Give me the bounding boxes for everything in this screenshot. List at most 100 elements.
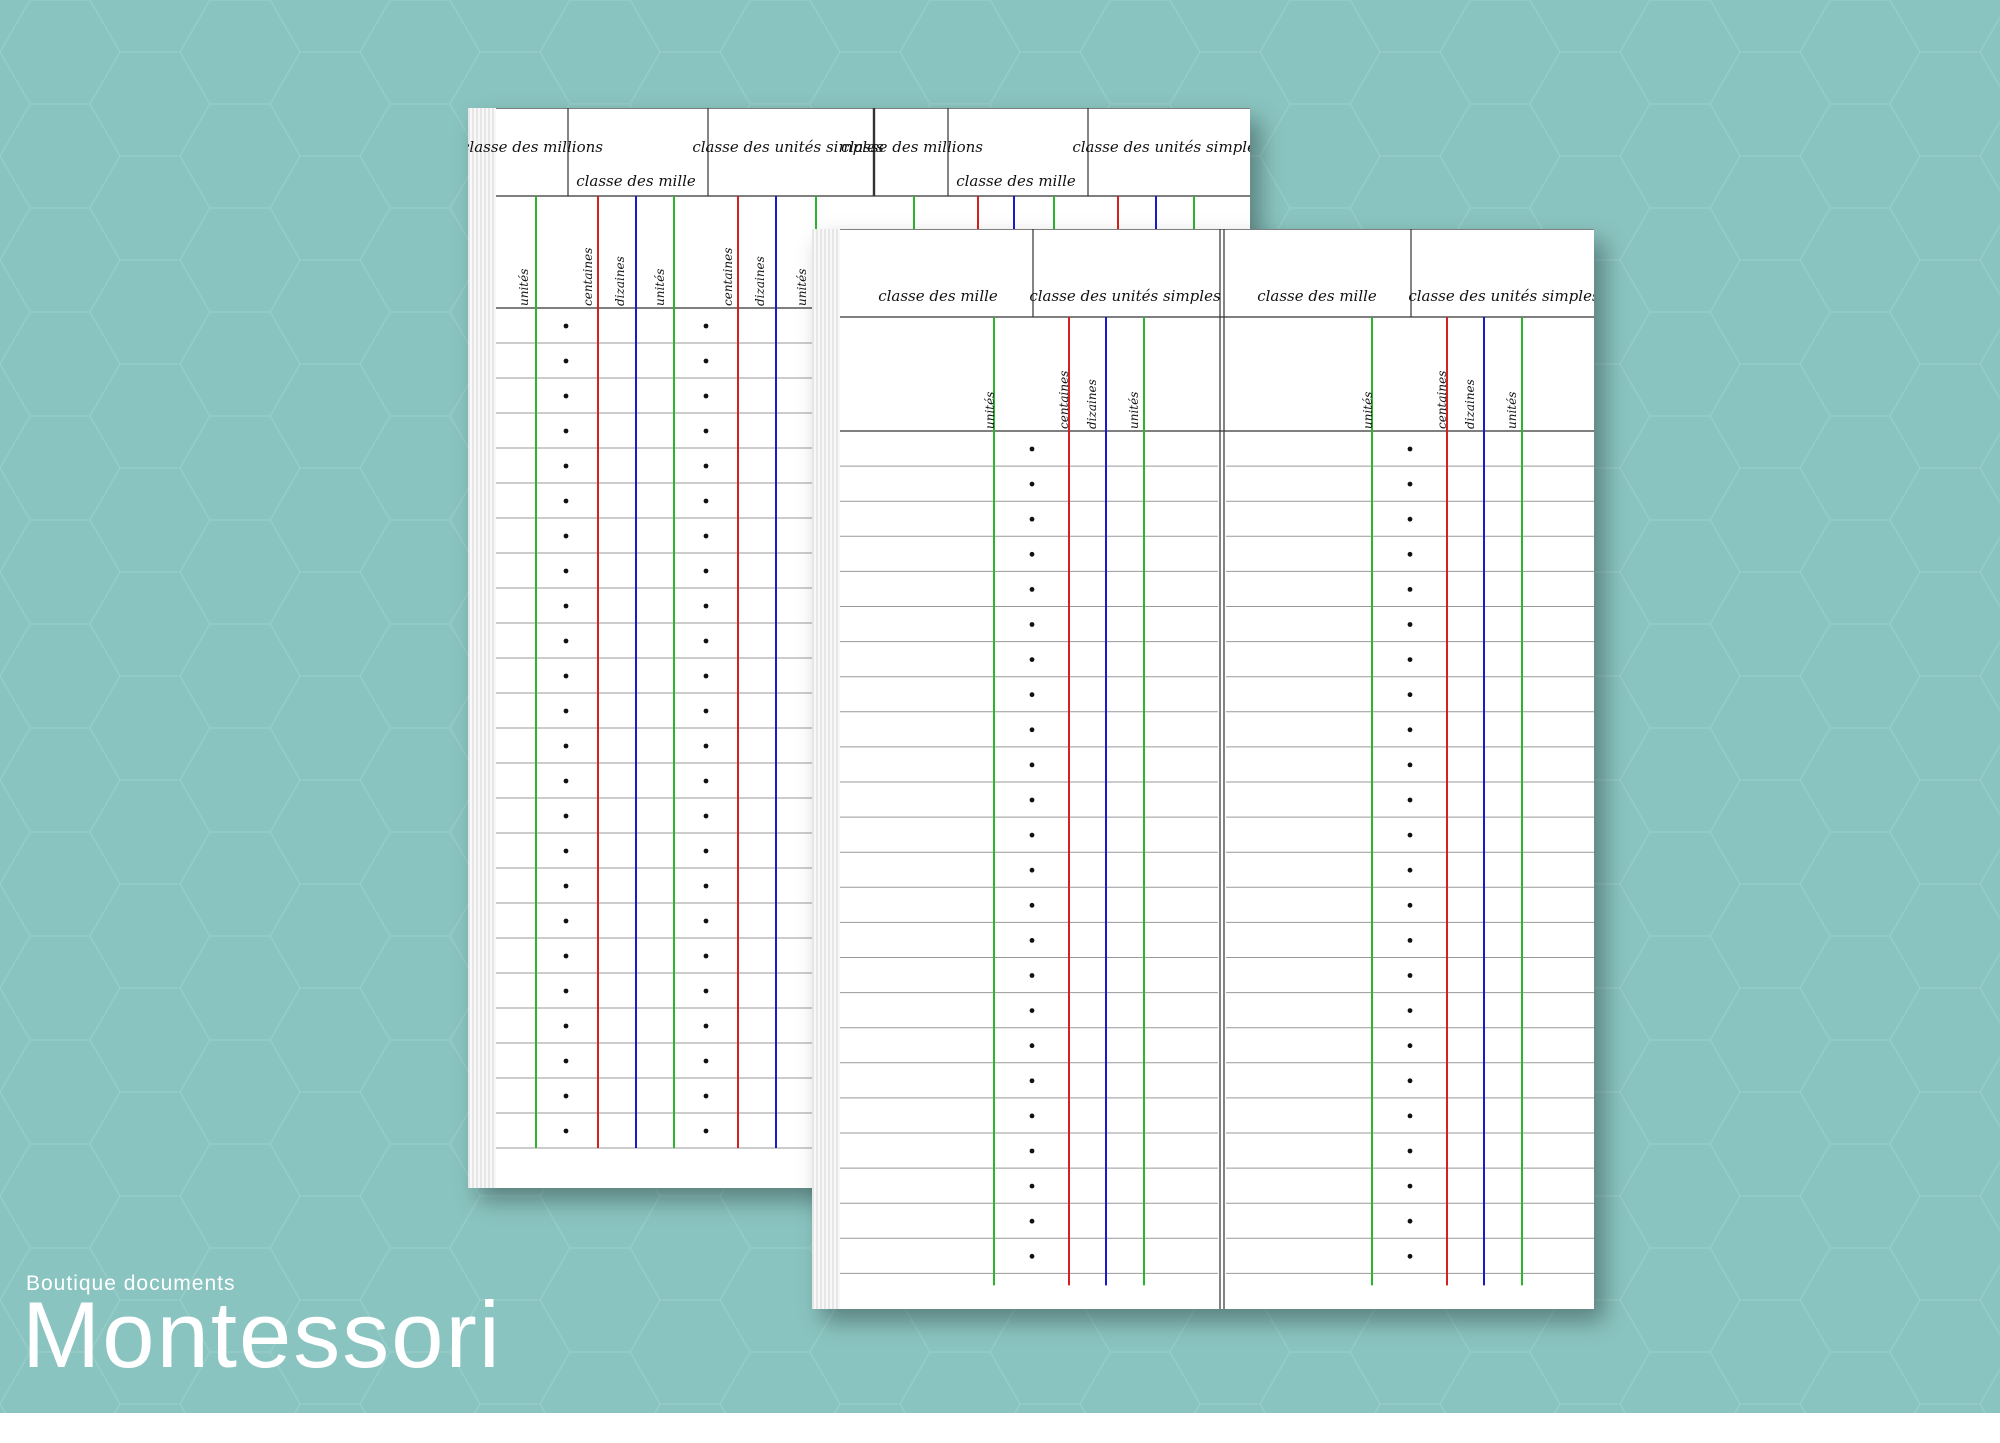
separator-dot — [563, 743, 569, 749]
separator-dot — [703, 813, 709, 819]
front-worksheet: classe des mille classe des unités simpl… — [812, 229, 1594, 1309]
separator-dot — [1407, 692, 1413, 698]
separator-dot — [1407, 973, 1413, 978]
separator-dot — [703, 708, 709, 714]
separator-dot — [1407, 481, 1413, 487]
separator-dot — [1029, 973, 1035, 978]
separator-dot — [1407, 1078, 1413, 1084]
front-column-label: dizaines — [1085, 379, 1099, 429]
front-column-label: unités — [983, 392, 997, 429]
separator-dot — [1407, 1218, 1413, 1224]
separator-dot — [703, 988, 709, 994]
separator-dot — [563, 953, 569, 959]
separator-dot — [703, 883, 709, 889]
front-worksheet-grid: classe des mille classe des unités simpl… — [840, 229, 1594, 1309]
separator-dot — [1029, 551, 1035, 557]
separator-dot — [703, 498, 709, 504]
separator-dot — [1407, 516, 1413, 522]
separator-dot — [1029, 692, 1035, 698]
separator-dot — [1407, 762, 1413, 768]
separator-dot — [1407, 657, 1413, 662]
front-group-title: classe des unités simples — [1029, 287, 1221, 305]
separator-dot — [1029, 1253, 1035, 1259]
separator-dot — [1029, 902, 1035, 908]
separator-dot — [703, 778, 709, 784]
separator-dot — [563, 883, 569, 889]
separator-dot — [563, 778, 569, 784]
separator-dot — [1407, 902, 1413, 908]
separator-dot — [703, 1128, 709, 1134]
separator-dot — [563, 638, 569, 644]
front-column-label: unités — [1127, 392, 1141, 429]
separator-dot — [1029, 797, 1035, 803]
back-column-label: unités — [653, 269, 667, 306]
logo-name: Montessori — [22, 1282, 502, 1387]
separator-dot — [1029, 1148, 1035, 1154]
separator-dot — [563, 1023, 569, 1029]
separator-dot — [703, 358, 709, 364]
separator-dot — [563, 428, 569, 434]
back-group-title: classe des unités simples — [1072, 138, 1250, 156]
separator-dot — [1407, 551, 1413, 557]
back-group-title: classe des unités simples — [692, 138, 884, 156]
separator-dot — [1407, 797, 1413, 803]
separator-dot — [1029, 867, 1035, 873]
front-column-label: dizaines — [1463, 379, 1477, 429]
separator-dot — [563, 673, 569, 679]
separator-dot — [703, 918, 709, 924]
back-column-label: unités — [517, 269, 531, 306]
separator-dot — [1407, 938, 1413, 943]
separator-dot — [563, 498, 569, 504]
separator-dot — [563, 708, 569, 714]
separator-dot — [1407, 1008, 1413, 1013]
separator-dot — [703, 463, 709, 469]
separator-dot — [703, 638, 709, 644]
separator-dot — [1029, 516, 1035, 522]
separator-dot — [1407, 1183, 1413, 1189]
separator-dot — [563, 848, 569, 854]
separator-dot — [703, 848, 709, 854]
separator-dot — [1029, 446, 1035, 452]
separator-dot — [1407, 867, 1413, 873]
front-group-title: classe des mille — [878, 287, 998, 305]
bottom-margin — [0, 1413, 2000, 1443]
separator-dot — [1407, 832, 1413, 838]
front-column-label: centaines — [1057, 371, 1071, 429]
separator-dot — [563, 533, 569, 539]
back-column-label: unités — [795, 269, 809, 306]
front-group-title: classe des mille — [1257, 287, 1377, 305]
separator-dot — [703, 393, 709, 399]
separator-dot — [1029, 587, 1035, 592]
separator-dot — [1407, 587, 1413, 592]
separator-dot — [703, 1058, 709, 1064]
separator-dot — [703, 533, 709, 539]
separator-dot — [703, 603, 709, 609]
separator-dot — [1407, 446, 1413, 452]
separator-dot — [1029, 1183, 1035, 1189]
separator-dot — [703, 953, 709, 959]
separator-dot — [563, 1058, 569, 1064]
back-column-label: centaines — [721, 248, 735, 306]
front-column-label: unités — [1361, 392, 1375, 429]
separator-dot — [703, 1093, 709, 1099]
separator-dot — [563, 393, 569, 399]
separator-dot — [1029, 1113, 1035, 1119]
front-column-label: unités — [1505, 392, 1519, 429]
separator-dot — [1029, 1008, 1035, 1013]
separator-dot — [703, 323, 709, 329]
separator-dot — [703, 673, 709, 679]
separator-dot — [1029, 1043, 1035, 1049]
separator-dot — [1029, 727, 1035, 733]
separator-dot — [563, 323, 569, 329]
separator-dot — [1029, 481, 1035, 487]
separator-dot — [1029, 1078, 1035, 1084]
separator-dot — [1029, 1218, 1035, 1224]
back-column-label: dizaines — [613, 256, 627, 306]
back-group-title: classe des millions — [841, 138, 983, 156]
separator-dot — [1407, 727, 1413, 733]
separator-dot — [703, 1023, 709, 1029]
separator-dot — [1029, 762, 1035, 768]
back-column-label: centaines — [581, 248, 595, 306]
brand-logo: Boutique documents Montessori — [22, 1272, 500, 1402]
separator-dot — [563, 813, 569, 819]
